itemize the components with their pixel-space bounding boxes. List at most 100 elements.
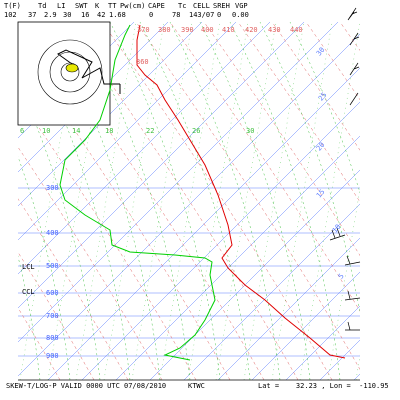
header-value: 30 — [63, 11, 71, 19]
temperature-label: 30 — [246, 127, 254, 135]
header-value: 42 — [97, 11, 105, 19]
header-label: CELL — [193, 2, 210, 10]
mixing-label: 5 — [337, 272, 346, 280]
temperature-label: 18 — [105, 127, 113, 135]
header-label: VGP — [235, 2, 248, 10]
mixing-line — [243, 22, 305, 380]
header-label: SREH — [213, 2, 230, 10]
header-value: 16 — [81, 11, 89, 19]
theta-label: 400 — [201, 26, 214, 34]
mixing-line — [75, 22, 137, 380]
pressure-label: 500 — [46, 262, 59, 270]
mixing-line — [19, 22, 81, 380]
isotherm — [18, 33, 360, 377]
mixing-line — [299, 22, 360, 380]
dry-adiabat — [203, 22, 360, 256]
pressure-label: 400 — [46, 229, 59, 237]
temperature-label: 14 — [72, 127, 80, 135]
header-label: Td — [38, 2, 46, 10]
mixing-line — [215, 22, 277, 380]
dewpoint-profile — [59, 24, 216, 361]
isotherm — [285, 305, 360, 380]
theta-label: 440 — [290, 26, 303, 34]
isotherm — [115, 135, 360, 380]
mixing-line — [159, 22, 221, 380]
hodograph — [37, 39, 121, 105]
header-label: Pw(cm) — [120, 2, 145, 10]
footer-title: SKEW-T/LOG-P VALID 0000 UTC 07/08/2010 — [6, 382, 166, 390]
mixing-label: 10 — [331, 223, 343, 235]
isotherm — [81, 101, 360, 380]
isotherm — [149, 169, 360, 380]
header-label: T(F) — [4, 2, 21, 10]
dry-adiabat — [169, 22, 360, 312]
isotherm — [18, 22, 237, 241]
dry-adiabat — [237, 22, 360, 203]
dry-adiabat — [18, 198, 129, 380]
hodograph-box — [17, 21, 111, 126]
pressure-label: 700 — [46, 312, 59, 320]
pressure-label: 900 — [46, 352, 59, 360]
dry-adiabat — [135, 22, 360, 370]
station-id: KTWC — [188, 382, 205, 390]
temperature-profile — [136, 24, 346, 359]
isotherm — [18, 22, 271, 275]
isotherm — [18, 22, 305, 309]
dry-adiabat — [18, 96, 197, 380]
mixing-line — [103, 22, 165, 380]
mixing-line — [187, 22, 249, 380]
header-value: 102 — [4, 11, 17, 19]
header-label: LI — [57, 2, 65, 10]
mixing-line — [131, 22, 193, 380]
dry-adiabat — [18, 251, 95, 380]
mixing-label: 25 — [317, 91, 329, 103]
theta-label: 360 — [136, 58, 149, 66]
mixing-label: 15 — [315, 188, 327, 200]
isotherm — [183, 203, 360, 380]
mixing-label: 20 — [315, 141, 327, 153]
dry-adiabat — [18, 146, 163, 380]
isotherm — [251, 271, 360, 380]
header-value: 0.00 — [232, 11, 249, 19]
isotherm — [18, 22, 339, 343]
header-label: K — [95, 2, 100, 10]
theta-label: 390 — [181, 26, 194, 34]
isotherm — [18, 22, 203, 207]
isotherm — [47, 67, 360, 380]
isotherm — [217, 237, 360, 380]
mixing-line — [327, 187, 360, 380]
header-label: SWT — [75, 2, 88, 10]
header-value: 0 — [217, 11, 221, 19]
temperature-label: 26 — [192, 127, 200, 135]
header-value: 1.68 — [109, 11, 126, 19]
theta-label: 430 — [268, 26, 281, 34]
temperature-label: 10 — [42, 127, 50, 135]
header-value: 143/07 — [189, 11, 214, 19]
dry-adiabat — [305, 22, 360, 101]
station-location: Lat = 32.23 , Lon = -110.95 — [258, 382, 389, 390]
ccl-label: CCL — [22, 288, 35, 296]
mixing-line — [271, 22, 333, 380]
theta-label: 410 — [222, 26, 235, 34]
theta-label: 370 — [137, 26, 150, 34]
header-label: Tc — [178, 2, 186, 10]
header-value: 0 — [149, 11, 153, 19]
header-label: CAPE — [148, 2, 165, 10]
header-label: TT — [108, 2, 117, 10]
mixing-label: 30 — [315, 46, 327, 58]
theta-label: 420 — [245, 26, 258, 34]
header-value: 2.9 — [44, 11, 57, 19]
lcl-label: LCL — [22, 263, 35, 271]
dry-adiabat — [18, 307, 61, 380]
header-value: 78 — [172, 11, 180, 19]
pressure-label: 800 — [46, 334, 59, 342]
dry-adiabat — [101, 22, 333, 380]
header-value: 37 — [28, 11, 36, 19]
dry-adiabat — [271, 22, 360, 151]
pressure-label: 300 — [46, 184, 59, 192]
temperature-label: 6 — [20, 127, 24, 135]
theta-label: 380 — [158, 26, 171, 34]
pressure-label: 600 — [46, 289, 59, 297]
wind-barbs — [329, 7, 361, 331]
